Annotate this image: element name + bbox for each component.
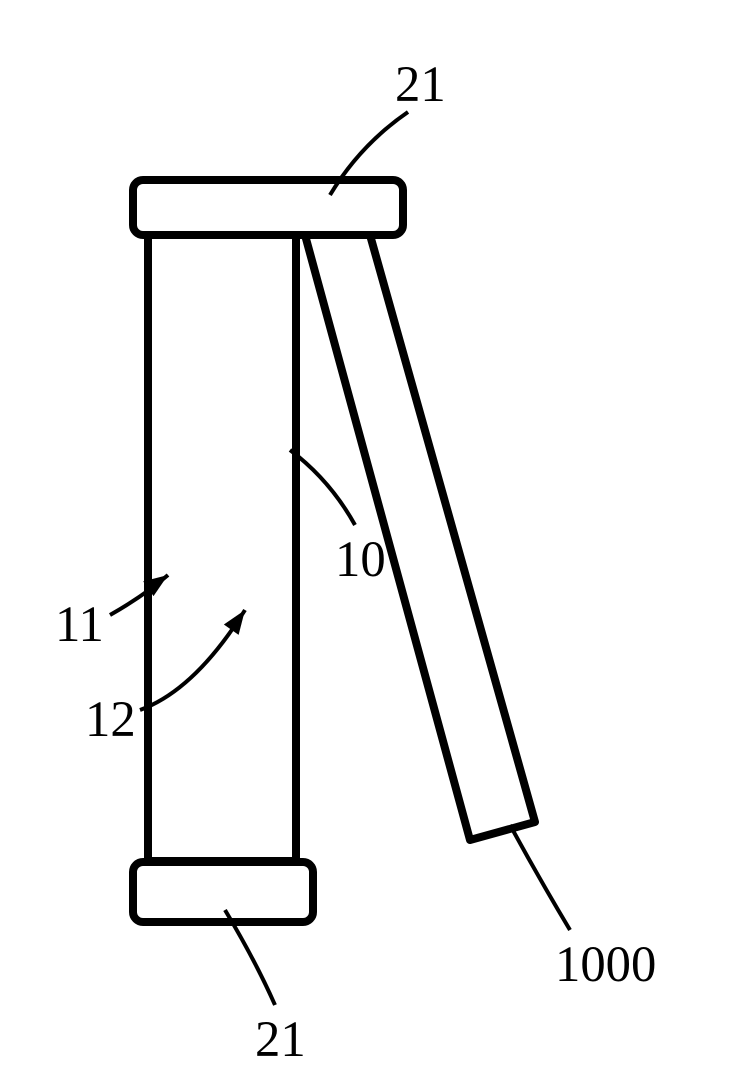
label-1000: 1000	[555, 935, 656, 993]
label-12: 12	[85, 690, 136, 748]
label-10: 10	[335, 530, 386, 588]
top-bar	[133, 180, 403, 235]
bottom-bar	[133, 862, 313, 922]
label-21-top: 21	[395, 55, 446, 113]
label-11: 11	[55, 595, 104, 653]
leader-1000	[510, 825, 570, 930]
vertical-column	[148, 235, 296, 861]
label-21-bottom: 21	[255, 1010, 306, 1068]
